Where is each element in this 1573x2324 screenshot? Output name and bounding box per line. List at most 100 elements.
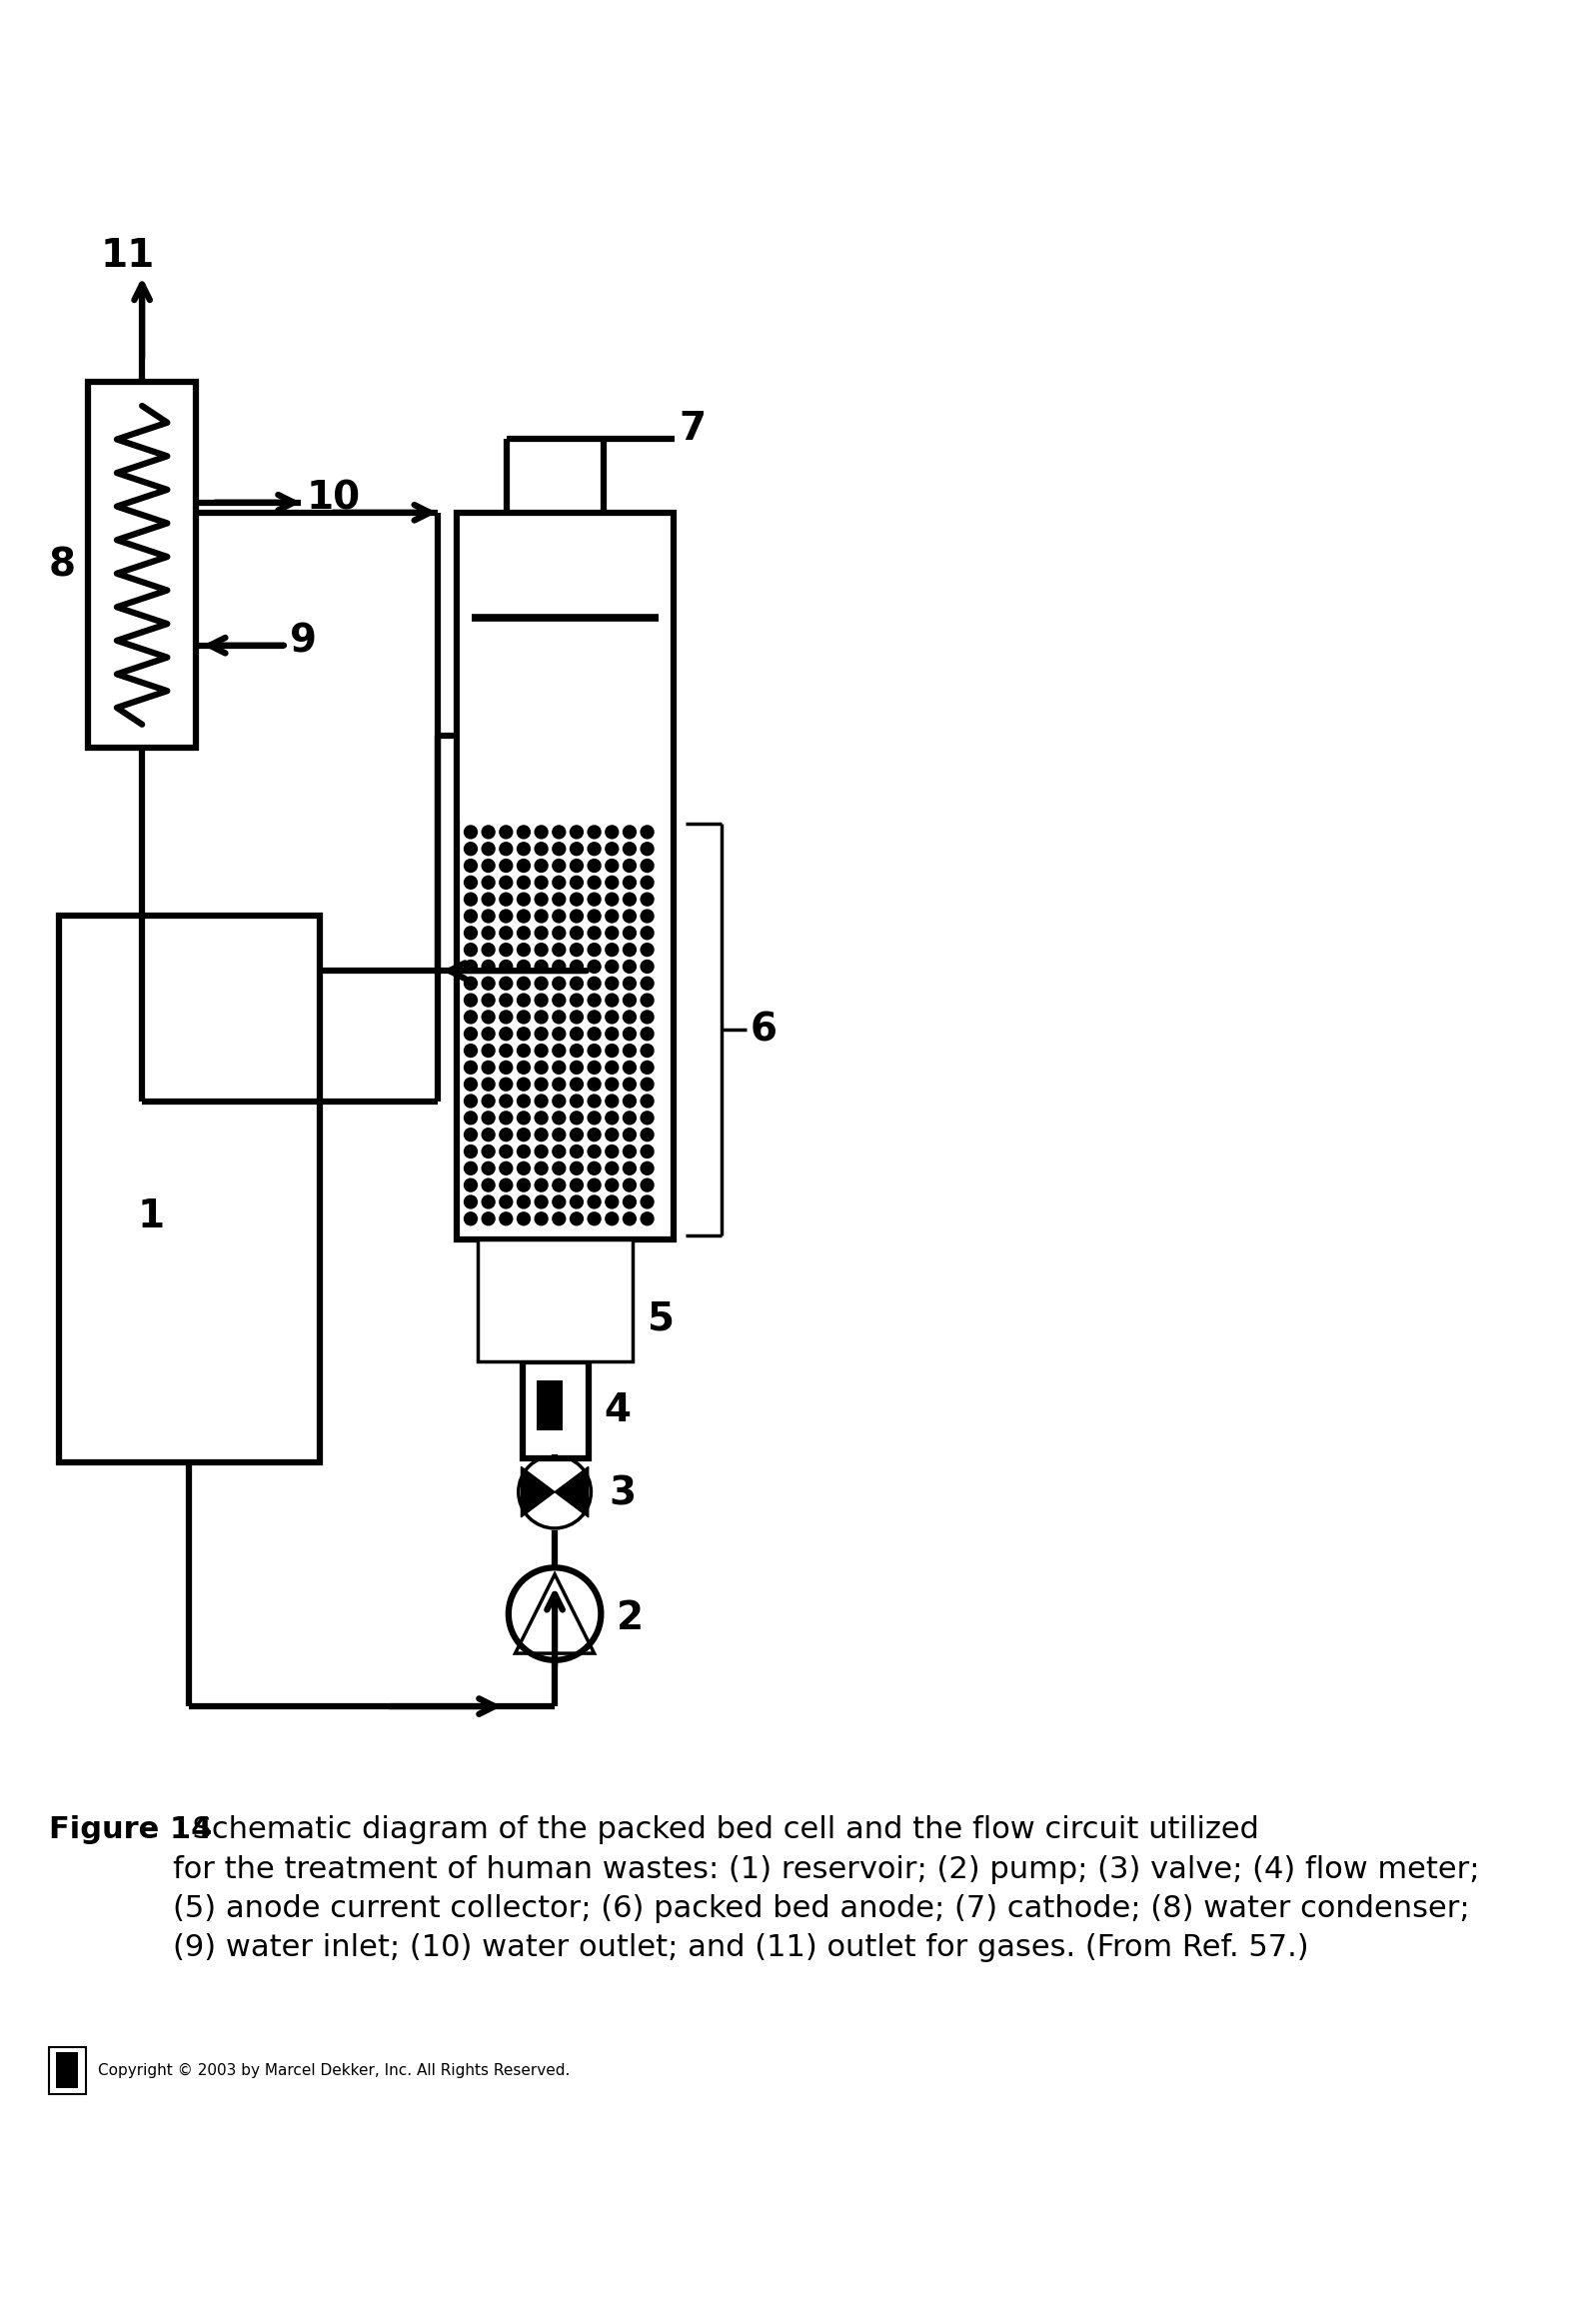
Circle shape bbox=[569, 841, 584, 855]
Circle shape bbox=[535, 976, 549, 990]
Circle shape bbox=[640, 1060, 654, 1074]
Circle shape bbox=[499, 1027, 513, 1041]
Circle shape bbox=[516, 858, 530, 874]
Circle shape bbox=[499, 1195, 513, 1208]
Circle shape bbox=[640, 1162, 654, 1176]
Circle shape bbox=[499, 858, 513, 874]
Circle shape bbox=[552, 1162, 566, 1176]
Circle shape bbox=[623, 1211, 637, 1225]
Circle shape bbox=[569, 1060, 584, 1074]
Circle shape bbox=[499, 909, 513, 923]
Circle shape bbox=[481, 876, 495, 890]
Text: 10: 10 bbox=[307, 479, 360, 518]
Circle shape bbox=[569, 858, 584, 874]
Circle shape bbox=[481, 1111, 495, 1125]
Circle shape bbox=[535, 925, 549, 941]
Circle shape bbox=[587, 1111, 601, 1125]
Circle shape bbox=[640, 1211, 654, 1225]
Circle shape bbox=[623, 1043, 637, 1057]
Circle shape bbox=[604, 876, 620, 890]
Circle shape bbox=[587, 960, 601, 974]
Circle shape bbox=[535, 1162, 549, 1176]
Circle shape bbox=[516, 1095, 530, 1109]
Circle shape bbox=[552, 825, 566, 839]
Circle shape bbox=[481, 1178, 495, 1192]
Circle shape bbox=[499, 876, 513, 890]
Circle shape bbox=[552, 960, 566, 974]
Circle shape bbox=[535, 1076, 549, 1092]
Circle shape bbox=[535, 1060, 549, 1074]
Circle shape bbox=[499, 960, 513, 974]
Circle shape bbox=[464, 1060, 478, 1074]
Circle shape bbox=[640, 1095, 654, 1109]
Circle shape bbox=[516, 825, 530, 839]
Circle shape bbox=[516, 841, 530, 855]
Circle shape bbox=[552, 1111, 566, 1125]
Circle shape bbox=[516, 892, 530, 906]
Circle shape bbox=[623, 1195, 637, 1208]
Text: 1: 1 bbox=[137, 1197, 164, 1236]
Circle shape bbox=[464, 1143, 478, 1160]
Circle shape bbox=[535, 992, 549, 1006]
Circle shape bbox=[464, 1162, 478, 1176]
Circle shape bbox=[499, 1143, 513, 1160]
Circle shape bbox=[481, 1195, 495, 1208]
Circle shape bbox=[499, 825, 513, 839]
Circle shape bbox=[481, 1143, 495, 1160]
Circle shape bbox=[552, 909, 566, 923]
Circle shape bbox=[516, 1178, 530, 1192]
Circle shape bbox=[552, 892, 566, 906]
Circle shape bbox=[640, 944, 654, 957]
Circle shape bbox=[499, 841, 513, 855]
Circle shape bbox=[552, 1143, 566, 1160]
Circle shape bbox=[481, 960, 495, 974]
Circle shape bbox=[464, 925, 478, 941]
Circle shape bbox=[464, 1027, 478, 1041]
Circle shape bbox=[516, 1060, 530, 1074]
Bar bbox=[478, 1239, 632, 1362]
Circle shape bbox=[464, 1211, 478, 1225]
Circle shape bbox=[464, 1076, 478, 1092]
Circle shape bbox=[481, 892, 495, 906]
Circle shape bbox=[516, 1027, 530, 1041]
Circle shape bbox=[464, 1043, 478, 1057]
Circle shape bbox=[587, 876, 601, 890]
Circle shape bbox=[481, 841, 495, 855]
Circle shape bbox=[623, 876, 637, 890]
Circle shape bbox=[623, 858, 637, 874]
Circle shape bbox=[640, 1111, 654, 1125]
Circle shape bbox=[552, 1060, 566, 1074]
Bar bbox=[536, 1380, 563, 1432]
Text: Schematic diagram of the packed bed cell and the flow circuit utilized
for the t: Schematic diagram of the packed bed cell… bbox=[173, 1815, 1480, 1961]
Circle shape bbox=[516, 1111, 530, 1125]
Circle shape bbox=[499, 1060, 513, 1074]
Circle shape bbox=[552, 992, 566, 1006]
Circle shape bbox=[640, 1178, 654, 1192]
Circle shape bbox=[640, 1195, 654, 1208]
Circle shape bbox=[587, 1076, 601, 1092]
Circle shape bbox=[552, 976, 566, 990]
Bar bbox=[461, 516, 670, 820]
Circle shape bbox=[640, 960, 654, 974]
Circle shape bbox=[535, 1127, 549, 1141]
Circle shape bbox=[640, 1011, 654, 1025]
Circle shape bbox=[569, 1011, 584, 1025]
Circle shape bbox=[499, 1211, 513, 1225]
Circle shape bbox=[535, 944, 549, 957]
Circle shape bbox=[552, 1127, 566, 1141]
Circle shape bbox=[604, 1127, 620, 1141]
Text: 5: 5 bbox=[648, 1299, 675, 1339]
Circle shape bbox=[587, 1043, 601, 1057]
Circle shape bbox=[640, 1076, 654, 1092]
Circle shape bbox=[516, 992, 530, 1006]
Circle shape bbox=[623, 944, 637, 957]
Circle shape bbox=[604, 960, 620, 974]
Circle shape bbox=[623, 841, 637, 855]
Circle shape bbox=[552, 876, 566, 890]
Circle shape bbox=[640, 1043, 654, 1057]
Circle shape bbox=[640, 858, 654, 874]
Circle shape bbox=[535, 1043, 549, 1057]
Circle shape bbox=[481, 1211, 495, 1225]
Circle shape bbox=[552, 858, 566, 874]
Circle shape bbox=[569, 1195, 584, 1208]
